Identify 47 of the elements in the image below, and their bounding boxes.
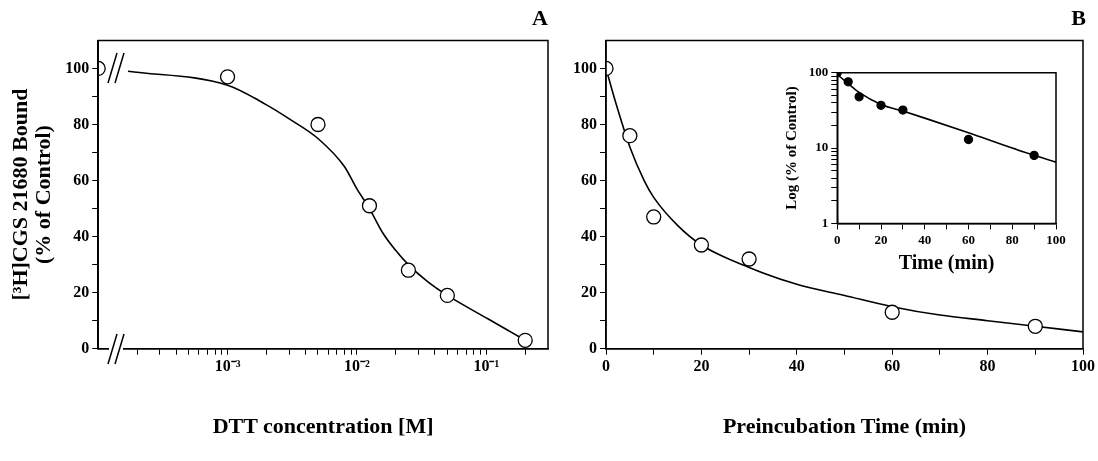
y-tick-label: 80: [73, 114, 90, 132]
x-tick-label: 20: [693, 357, 710, 375]
y-tick-label: 1: [821, 214, 829, 230]
x-tick-label: 40: [788, 357, 805, 375]
y-tick-label: 60: [73, 170, 90, 188]
x-axis-title: DTT concentration [M]: [212, 413, 434, 439]
y-tick-label: 100: [573, 58, 597, 76]
x-tick-label: 40: [918, 231, 932, 247]
point: [646, 209, 662, 225]
point: [693, 237, 710, 253]
y-tick-label: 10: [815, 139, 829, 155]
y-tick-label: 0: [589, 338, 597, 356]
x-tick-label: 10⁻¹: [473, 357, 500, 375]
x-tick-label: 80: [1005, 231, 1019, 247]
point: [884, 304, 900, 320]
point: [1029, 150, 1039, 161]
point: [741, 251, 757, 267]
point: [898, 105, 908, 115]
point: [1027, 318, 1043, 334]
y-tick-label: 20: [73, 282, 90, 300]
x-tick-label: 60: [962, 231, 975, 247]
y-axis-title: [³H]CGS 21680 Bound (% of Control): [7, 88, 56, 301]
x-tick-label: 10⁻³: [214, 357, 241, 375]
y-tick-label: 80: [581, 114, 597, 132]
y-tick-label: 60: [581, 170, 597, 188]
x-tick-label: 100: [1071, 357, 1095, 375]
x-axis-title: Preincubation Time (min): [722, 413, 967, 439]
x-tick-label: 0: [602, 357, 610, 375]
y-axis-title: Log (% of Control): [782, 86, 800, 210]
x-tick-label: 20: [874, 231, 888, 247]
x-tick-label: 60: [884, 357, 901, 375]
chart-title: B: [1071, 4, 1087, 30]
point: [843, 77, 853, 87]
point: [854, 92, 864, 102]
y-tick-label: 0: [81, 338, 90, 356]
x-tick-label: 100: [1046, 231, 1066, 247]
x-tick-label: 80: [979, 357, 996, 375]
x-tick-label: 0: [834, 231, 841, 247]
x-tick-label: 10⁻²: [344, 357, 371, 375]
y-tick-label: 100: [808, 64, 829, 80]
point: [622, 128, 638, 144]
y-tick-label: 20: [581, 282, 597, 300]
point: [963, 134, 974, 145]
chart-title: A: [532, 4, 549, 30]
point: [876, 100, 886, 110]
y-tick-label: 100: [65, 58, 90, 76]
x-axis-title: Time (min): [898, 250, 995, 274]
